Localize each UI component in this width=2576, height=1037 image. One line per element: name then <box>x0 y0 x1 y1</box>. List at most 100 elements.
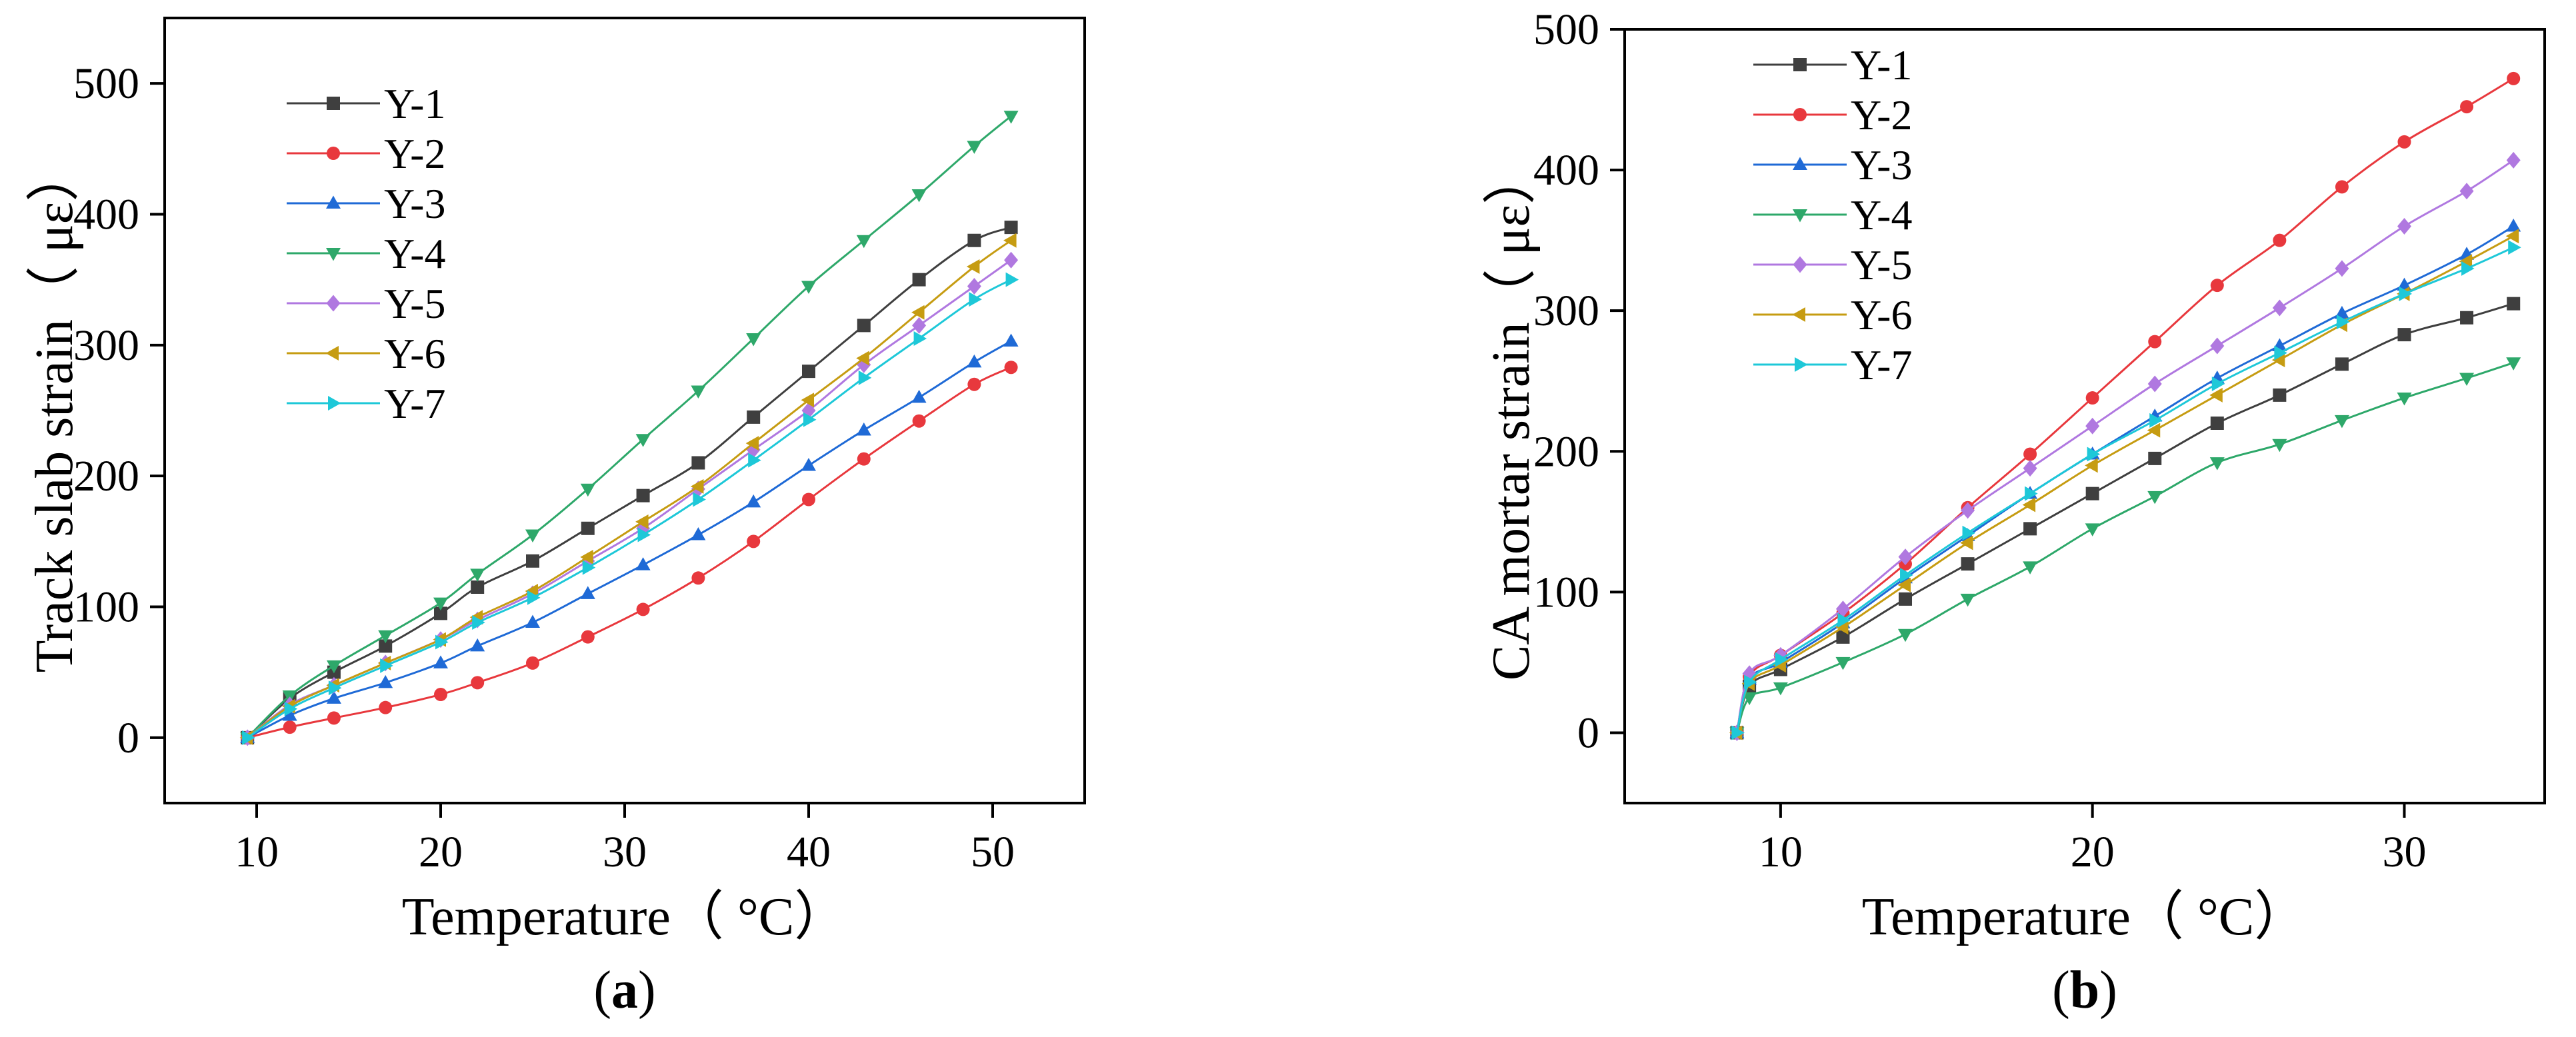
legend-marker <box>1795 357 1808 372</box>
data-point-Y-3-a <box>967 354 982 368</box>
data-point-Y-3-a <box>282 707 297 721</box>
data-point-Y-7-a <box>969 292 982 307</box>
data-point-Y-3-a <box>856 422 871 436</box>
data-point-Y-4-b <box>2272 439 2287 453</box>
data-point-Y-7-b <box>2461 261 2475 276</box>
legend-marker <box>326 195 341 209</box>
data-point-Y-1-a <box>379 639 393 653</box>
legend-label: Y-4 <box>1851 191 1912 239</box>
data-point-Y-4-b <box>2506 357 2521 371</box>
data-point-Y-1-a <box>434 606 447 620</box>
data-point-Y-4-a <box>911 189 927 203</box>
legend-label: Y-6 <box>384 330 445 377</box>
data-point-Y-5-b <box>1835 600 1850 618</box>
data-point-Y-1-a <box>581 521 595 535</box>
data-point-Y-1-b <box>2335 357 2349 371</box>
panel-letter-b: b <box>2070 961 2100 1020</box>
data-point-Y-6-a <box>690 479 704 494</box>
data-point-Y-6-b <box>2271 353 2285 368</box>
data-point-Y-3-a <box>525 614 540 628</box>
data-point-Y-1-b <box>2085 487 2099 501</box>
data-point-Y-7-a <box>748 453 761 468</box>
legend-item-Y-3-a: Y-3 <box>287 180 445 227</box>
data-point-Y-7-b <box>2336 315 2350 330</box>
data-point-Y-3-a <box>470 638 485 652</box>
data-point-Y-1-b <box>2397 328 2411 342</box>
y-tick-label-a: 400 <box>73 191 139 239</box>
data-point-Y-3-b <box>2506 219 2521 232</box>
data-point-Y-4-a <box>525 529 540 543</box>
data-point-Y-6-a <box>856 351 869 366</box>
legend-label: Y-2 <box>1851 91 1912 139</box>
series-line-Y-2-a <box>247 366 1012 739</box>
data-point-Y-7-a <box>527 590 541 605</box>
data-point-Y-2-b <box>2148 335 2162 349</box>
data-point-Y-1-a <box>1004 221 1018 235</box>
legend-label: Y-7 <box>1851 341 1912 389</box>
data-point-Y-5-b <box>1961 502 1975 519</box>
data-point-Y-6-b <box>2022 497 2036 513</box>
data-point-Y-4-a <box>967 141 982 154</box>
data-point-Y-5-b <box>2459 183 2474 200</box>
data-point-Y-1-b <box>1836 630 1850 644</box>
data-point-Y-4-a <box>433 597 448 611</box>
series-line-Y-7-a <box>247 279 1012 739</box>
data-point-Y-4-a <box>580 483 595 497</box>
data-point-Y-2-b <box>2335 180 2349 194</box>
legend-label: Y-3 <box>384 180 445 227</box>
legend-b: Y-1Y-2Y-3Y-4Y-5Y-6Y-7 <box>1753 41 1912 389</box>
data-point-Y-7-a <box>582 560 596 575</box>
data-point-Y-6-a <box>580 549 593 564</box>
data-point-Y-3-a <box>691 527 706 540</box>
data-point-Y-1-a <box>526 554 539 568</box>
data-point-Y-4-b <box>2397 393 2412 406</box>
y-axis-label-b: CA mortar strain（ με） <box>1482 151 1541 680</box>
data-point-Y-1-a <box>747 410 761 424</box>
data-point-Y-7-a <box>472 615 485 630</box>
legend-marker <box>327 147 340 160</box>
data-point-Y-4-b <box>2147 491 2163 505</box>
x-tick-label-a: 30 <box>603 828 647 876</box>
data-point-Y-2-b <box>2023 447 2037 461</box>
data-point-Y-1-a <box>471 580 485 594</box>
panel-label-a: (a) <box>593 961 655 1020</box>
legend-item-Y-1-a: Y-1 <box>287 80 445 127</box>
data-point-Y-5-b <box>2210 337 2225 355</box>
x-axis-label-b: Temperature（ °C） <box>1862 888 2307 946</box>
data-point-Y-4-b <box>2023 561 2038 574</box>
data-point-Y-7-b <box>2211 376 2225 391</box>
data-point-Y-4-a <box>1003 111 1019 124</box>
data-point-Y-7-b <box>1900 568 1913 583</box>
data-point-Y-5-a <box>1004 251 1019 269</box>
data-point-Y-3-a <box>801 457 816 471</box>
x-tick-label-b: 20 <box>2071 828 2115 876</box>
series-line-Y-1-a <box>247 226 1012 738</box>
legend-marker <box>1792 307 1805 322</box>
series-line-Y-4-a <box>247 115 1012 738</box>
legend-label: Y-2 <box>384 130 445 177</box>
data-point-Y-6-b <box>2085 458 2098 473</box>
data-point-Y-2-a <box>967 377 981 391</box>
data-point-Y-7-a <box>803 412 817 427</box>
data-point-Y-6-a <box>1003 233 1017 248</box>
data-point-Y-4-a <box>691 385 706 399</box>
data-point-Y-1-a <box>967 233 981 247</box>
data-point-Y-2-a <box>581 630 595 644</box>
x-axis-label-a: Temperature（ °C） <box>402 888 847 946</box>
series-line-Y-3-a <box>247 340 1012 739</box>
data-point-Y-4-a <box>635 434 651 447</box>
data-point-Y-1-b <box>2148 451 2162 465</box>
legend-marker <box>1793 256 1807 273</box>
legend-item-Y-4-b: Y-4 <box>1753 191 1912 239</box>
data-point-Y-2-a <box>857 452 871 466</box>
data-point-Y-2-b <box>2397 135 2411 149</box>
data-point-Y-4-a <box>801 281 816 294</box>
data-point-Y-1-b <box>2460 311 2474 325</box>
data-point-Y-3-a <box>746 494 761 508</box>
data-point-Y-4-a <box>856 235 871 249</box>
legend-item-Y-3-b: Y-3 <box>1753 141 1912 189</box>
